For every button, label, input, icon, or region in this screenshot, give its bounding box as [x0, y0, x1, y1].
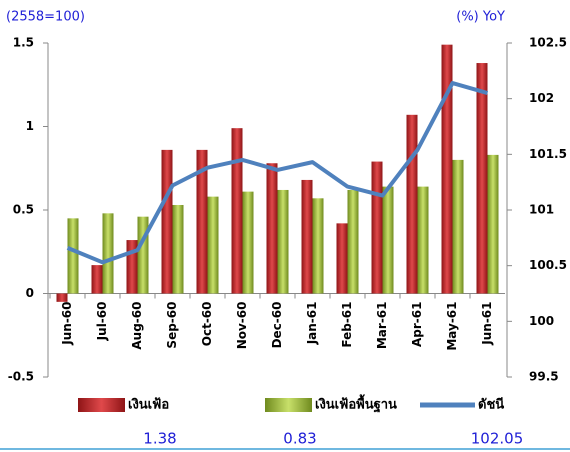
bar: [172, 204, 184, 294]
x-tick-label: Nov-60: [235, 302, 249, 350]
y2-tick-label: 99.5: [529, 370, 559, 384]
bar: [487, 154, 499, 294]
y-tick-label: 1: [26, 119, 34, 133]
bar: [312, 198, 324, 294]
y2-axis-label: (%) YoY: [456, 10, 505, 25]
bar: [196, 149, 208, 294]
legend-swatch: [265, 398, 312, 412]
x-tick-label: Jul-60: [95, 302, 109, 342]
x-tick-label: Feb-61: [340, 302, 354, 348]
y2-tick-label: 102: [529, 91, 554, 105]
y2-tick-label: 101.5: [529, 147, 567, 161]
y2-tick-label: 101: [529, 203, 554, 217]
legend-swatch: [78, 398, 125, 412]
bar: [452, 159, 464, 294]
x-tick-label: Aug-60: [130, 302, 144, 350]
bar: [102, 213, 114, 294]
y2-tick-label: 102.5: [529, 36, 567, 50]
latest-value: 1.38: [143, 430, 176, 448]
bar: [242, 191, 254, 294]
bar: [126, 240, 138, 294]
y-axis-label: (2558=100): [6, 10, 85, 25]
bar: [161, 149, 173, 294]
x-tick-label: Sep-60: [165, 302, 179, 349]
bar: [231, 128, 243, 294]
legend-label: เงินเฟ้อพื้นฐาน: [315, 394, 397, 414]
y-tick-label: 1.5: [13, 36, 34, 50]
latest-value: 0.83: [283, 430, 316, 448]
y2-tick-label: 100.5: [529, 258, 567, 272]
bar: [301, 179, 313, 294]
bar: [347, 189, 359, 294]
bar: [56, 293, 68, 302]
latest-value: 102.05: [471, 430, 524, 448]
legend-label: เงินเฟ้อ: [128, 397, 169, 413]
x-tick-label: Mar-61: [375, 302, 389, 350]
x-tick-label: Jun-61: [480, 302, 494, 346]
bar: [371, 161, 383, 294]
bar: [277, 189, 289, 294]
y-tick-label: -0.5: [8, 370, 34, 384]
x-tick-label: Dec-60: [270, 302, 284, 349]
line: [66, 81, 489, 265]
x-tick-label: Jun-60: [60, 302, 74, 346]
bar: [91, 265, 103, 294]
bar: [137, 216, 149, 294]
bar: [67, 218, 79, 294]
bar: [336, 223, 348, 294]
y-tick-label: 0.5: [13, 203, 34, 217]
y-tick-label: 0: [26, 286, 34, 300]
y2-tick-label: 100: [529, 314, 554, 328]
bar: [382, 186, 394, 294]
legend-label: ดัชนี: [478, 397, 504, 413]
bar: [441, 44, 453, 294]
bar: [476, 63, 488, 294]
x-tick-label: Jan-61: [305, 302, 319, 346]
bar: [417, 186, 429, 294]
x-tick-label: Oct-60: [200, 302, 214, 347]
bar: [406, 114, 418, 294]
bar: [266, 163, 278, 294]
x-tick-label: May-61: [445, 302, 459, 351]
x-tick-label: Apr-61: [410, 302, 424, 347]
bar: [207, 196, 219, 294]
